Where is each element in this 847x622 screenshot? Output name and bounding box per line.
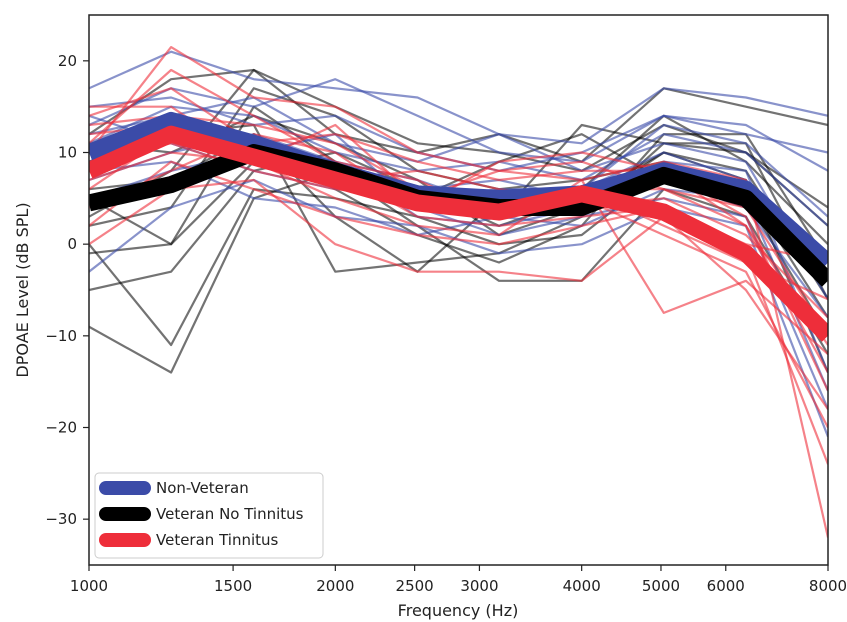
legend-label-veteran-no-tinnitus: Veteran No Tinnitus [156, 505, 304, 523]
y-tick-label--10: −10 [45, 327, 77, 345]
x-tick-label-1500: 1500 [214, 577, 252, 595]
y-tick-label-0: 0 [67, 235, 77, 253]
trace-red-0 [89, 46, 828, 538]
x-tick-label-2500: 2500 [396, 577, 434, 595]
legend-frame [94, 472, 324, 559]
x-tick-label-1000: 1000 [70, 577, 108, 595]
x-tick-label-5000: 5000 [642, 577, 680, 595]
x-tick-label-2000: 2000 [316, 577, 354, 595]
y-tick-label--20: −20 [45, 419, 77, 437]
y-tick-label-20: 20 [58, 52, 77, 70]
trace-blue-1 [89, 78, 828, 163]
series-line-veteran-tinnitus [89, 125, 828, 342]
y-tick-label-10: 10 [58, 144, 77, 162]
x-tick-label-4000: 4000 [563, 577, 601, 595]
x-axis: 1000 1500 2000 2500 3000 4000 5000 6000 8000 [70, 565, 847, 595]
trace-black-3 [89, 68, 828, 163]
trace-blue-7 [89, 96, 828, 300]
x-tick-label-3000: 3000 [460, 577, 498, 595]
y-axis: 20 10 0 −10 −20 −30 [45, 52, 89, 528]
y-axis-label: DPOAE Level (dB SPL) [13, 202, 32, 377]
mean-series [89, 111, 828, 342]
trace-blue-0 [89, 50, 828, 145]
legend-label-non-veteran: Non-Veteran [156, 479, 249, 497]
y-tick-label--30: −30 [45, 510, 77, 528]
trace-black-0 [89, 169, 828, 374]
legend-label-veteran-tinnitus: Veteran Tinnitus [156, 531, 279, 549]
x-tick-label-6000: 6000 [707, 577, 745, 595]
x-axis-label: Frequency (Hz) [398, 601, 519, 620]
legend: Non-Veteran Veteran No Tinnitus Veteran … [94, 472, 324, 559]
plot-frame [88, 14, 829, 566]
trace-blue-8 [89, 178, 828, 438]
x-tick-label-8000: 8000 [809, 577, 847, 595]
